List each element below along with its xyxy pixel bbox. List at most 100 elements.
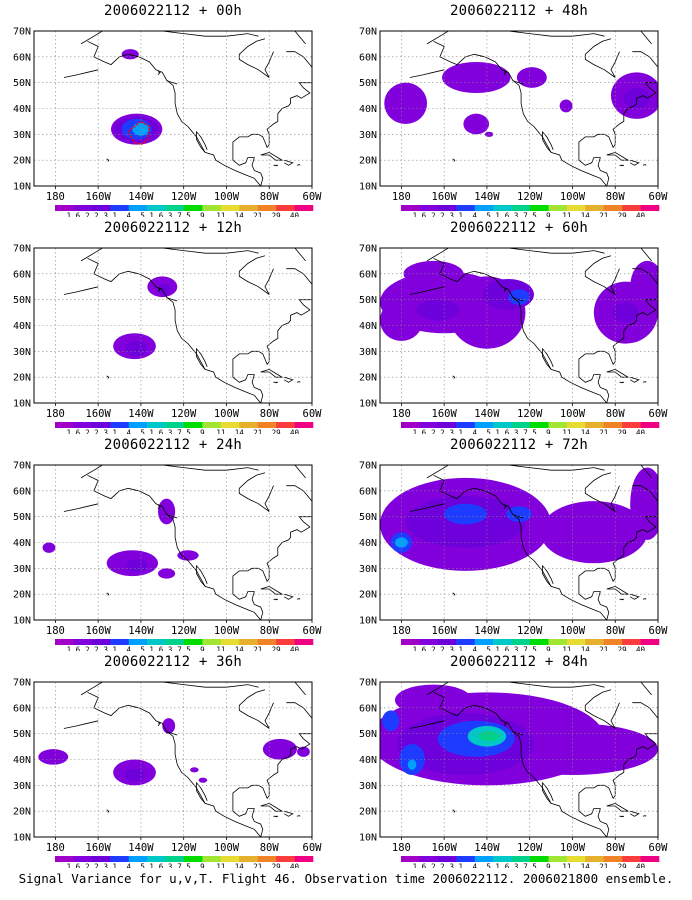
lon-tick-label: 80W (606, 625, 626, 637)
colorbar-segment (202, 856, 222, 862)
colorbar-segment (511, 856, 531, 862)
colorbar-label: 4 (126, 646, 131, 652)
colorbar-segment (530, 856, 549, 862)
colorbar-segment (91, 856, 111, 862)
coastline (63, 503, 99, 512)
colorbar-segment (294, 422, 314, 428)
colorbar-segment (401, 205, 420, 211)
colorbar-label: 40 (290, 429, 300, 435)
colorbar-label: 4 (472, 646, 477, 652)
lat-tick-label: 30N (13, 564, 31, 575)
panel-title: 2006022112 + 00h (103, 3, 243, 19)
coastline (238, 38, 274, 78)
coastline (283, 376, 294, 383)
lat-tick-label: 70N (13, 27, 31, 38)
lat-tick-label: 50N (359, 295, 377, 306)
colorbar-label: 21 (599, 646, 608, 652)
colorbar-segment (147, 205, 166, 211)
lon-tick-label: 100W (560, 842, 586, 854)
colorbar-label: 4 (126, 863, 131, 869)
colorbar-segment (184, 205, 203, 211)
colorbar-segment (239, 422, 259, 428)
colorbar-segment (257, 856, 277, 862)
colorbar-label: 6.3 (159, 863, 173, 869)
lat-tick-label: 20N (359, 373, 377, 384)
colorbar-segment (202, 422, 222, 428)
coastline (642, 815, 647, 817)
lat-tick-label: 60N (13, 52, 31, 63)
colorbar-label: 2.2 (431, 212, 445, 218)
panel-title: 2006022112 + 84h (449, 654, 589, 670)
variance-contour (125, 559, 148, 573)
colorbar-label: 40 (290, 863, 300, 869)
lat-tick-label: 50N (13, 729, 31, 740)
colorbar-segment (566, 205, 586, 211)
lon-tick-label: 180 (392, 842, 411, 854)
colorbar-segment (622, 205, 641, 211)
lon-tick-label: 80W (260, 842, 280, 854)
coastline (106, 375, 110, 379)
coastline (632, 31, 652, 45)
coastline (196, 564, 208, 587)
coastline (619, 381, 624, 384)
colorbar-segment (456, 856, 476, 862)
colorbar-segment (603, 856, 623, 862)
coastline (63, 720, 99, 729)
colorbar-label: 6.3 (159, 429, 173, 435)
lon-tick-label: 180 (46, 625, 65, 637)
lon-tick-label: 160W (86, 408, 112, 420)
coastline (286, 682, 306, 696)
coastline (286, 31, 306, 45)
lat-tick-label: 40N (13, 538, 31, 549)
colorbar-segment (401, 856, 420, 862)
lon-tick-label: 120W (171, 625, 197, 637)
colorbar-label: 3.1 (450, 863, 464, 869)
lat-tick-label: 20N (13, 590, 31, 601)
variance-contour (407, 759, 417, 770)
lon-tick-label: 100W (560, 408, 586, 420)
lat-tick-label: 10N (359, 616, 377, 627)
map-plot: 180 160W 140W 120W 100W 80W 60W 10N 20N 30N 40N 50N… (13, 461, 322, 652)
colorbar-segment (603, 422, 623, 428)
plot-frame (33, 681, 313, 838)
coastline (106, 158, 110, 162)
colorbar-segment (128, 639, 148, 645)
lon-tick-label: 140W (128, 408, 154, 420)
coastline (426, 682, 605, 696)
colorbar-segment (147, 856, 166, 862)
colorbar-segment (73, 856, 93, 862)
coastline (629, 376, 640, 383)
colorbar-segment (566, 639, 586, 645)
colorbar-label: 21 (599, 863, 608, 869)
colorbar-segment (401, 639, 420, 645)
coastline (238, 689, 274, 729)
colorbar-label: 2.2 (431, 646, 445, 652)
lon-tick-label: 80W (606, 191, 626, 203)
colorbar-segment (474, 856, 494, 862)
colorbar-label: 7.5 (177, 863, 191, 869)
lat-tick-label: 60N (359, 703, 377, 714)
lon-tick-label: 140W (474, 842, 500, 854)
coastline (452, 375, 456, 379)
lon-tick-label: 120W (517, 842, 543, 854)
colorbar-segment (73, 205, 93, 211)
lat-tick-label: 20N (13, 807, 31, 818)
lon-tick-label: 80W (260, 408, 280, 420)
coastline (503, 505, 507, 510)
colorbar-segment (165, 205, 185, 211)
lon-tick-label: 160W (86, 191, 112, 203)
coastline (503, 71, 507, 76)
colorbar-label: 11 (216, 863, 225, 869)
colorbar-segment (276, 856, 295, 862)
colorbar-segment (276, 205, 295, 211)
colorbar-segment (493, 422, 512, 428)
coastline (283, 593, 294, 600)
coastline (106, 592, 110, 596)
colorbar-segment (530, 422, 549, 428)
coastline (87, 40, 262, 186)
colorbar-label: 2.2 (85, 429, 99, 435)
coastline (433, 40, 608, 186)
colorbar-segment (128, 422, 148, 428)
colorbar-label: 5.1 (486, 212, 500, 218)
panel-title: 2006022112 + 36h (103, 654, 243, 670)
